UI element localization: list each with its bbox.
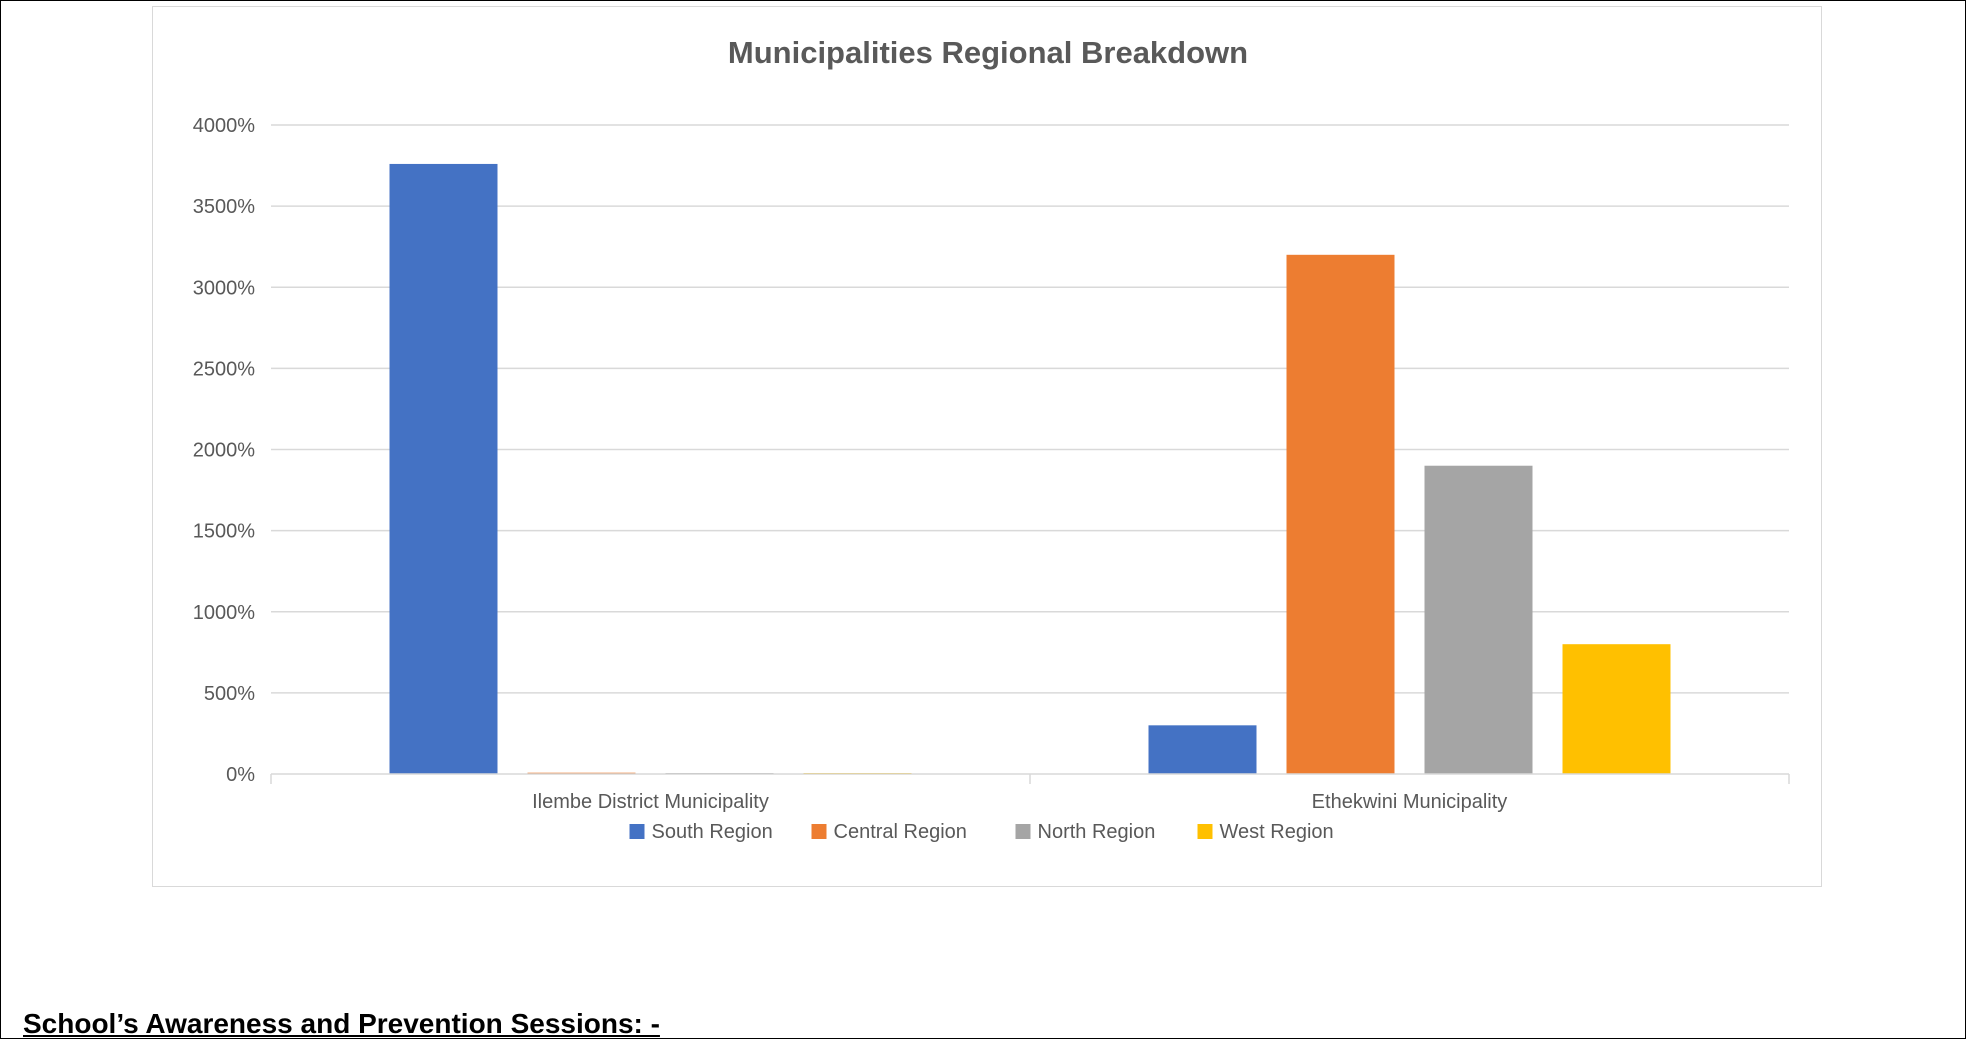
bar	[1424, 465, 1533, 774]
y-tick-label: 2500%	[193, 358, 255, 380]
legend-label: West Region	[1220, 821, 1334, 843]
y-tick-label: 3000%	[193, 277, 255, 299]
legend-label: South Region	[652, 821, 773, 843]
y-axis-ticks: 0% 500% 1000% 1500% 2000% 2500% 3000% 3500% 4000…	[193, 115, 255, 786]
legend-swatch	[1197, 824, 1213, 839]
bar	[1286, 254, 1395, 775]
bar	[1562, 644, 1671, 774]
y-tick-label: 3500%	[193, 196, 255, 218]
x-tick-label: Ethekwini Municipality	[1312, 791, 1508, 813]
y-tick-label: 2000%	[193, 440, 255, 462]
gridlines	[271, 124, 1789, 694]
bar	[1148, 725, 1257, 774]
legend-swatch	[629, 824, 645, 839]
y-tick-label: 500%	[204, 683, 255, 705]
y-tick-label: 1500%	[193, 521, 255, 543]
legend: South Region Central Region North Region We…	[629, 821, 1334, 843]
legend-label: North Region	[1038, 821, 1156, 843]
bars	[389, 163, 1671, 775]
legend-label: Central Region	[834, 821, 967, 843]
chart-title: Municipalities Regional Breakdown	[728, 35, 1248, 70]
y-tick-label: 1000%	[193, 602, 255, 624]
x-tick-label: Ilembe District Municipality	[532, 791, 769, 813]
y-tick-label: 4000%	[193, 115, 255, 137]
bar	[389, 163, 498, 774]
section-heading: School’s Awareness and Prevention Sessio…	[23, 1008, 660, 1039]
x-axis: Ilembe District Municipality Ethekwini Mu…	[270, 773, 1790, 813]
legend-swatch	[1015, 824, 1031, 839]
bar-chart: Municipalities Regional Breakdown 0% 500%…	[193, 35, 1790, 843]
y-tick-label: 0%	[226, 764, 255, 786]
chart-area: Municipalities Regional Breakdown 0% 500%…	[152, 6, 1822, 887]
legend-swatch	[811, 824, 827, 839]
